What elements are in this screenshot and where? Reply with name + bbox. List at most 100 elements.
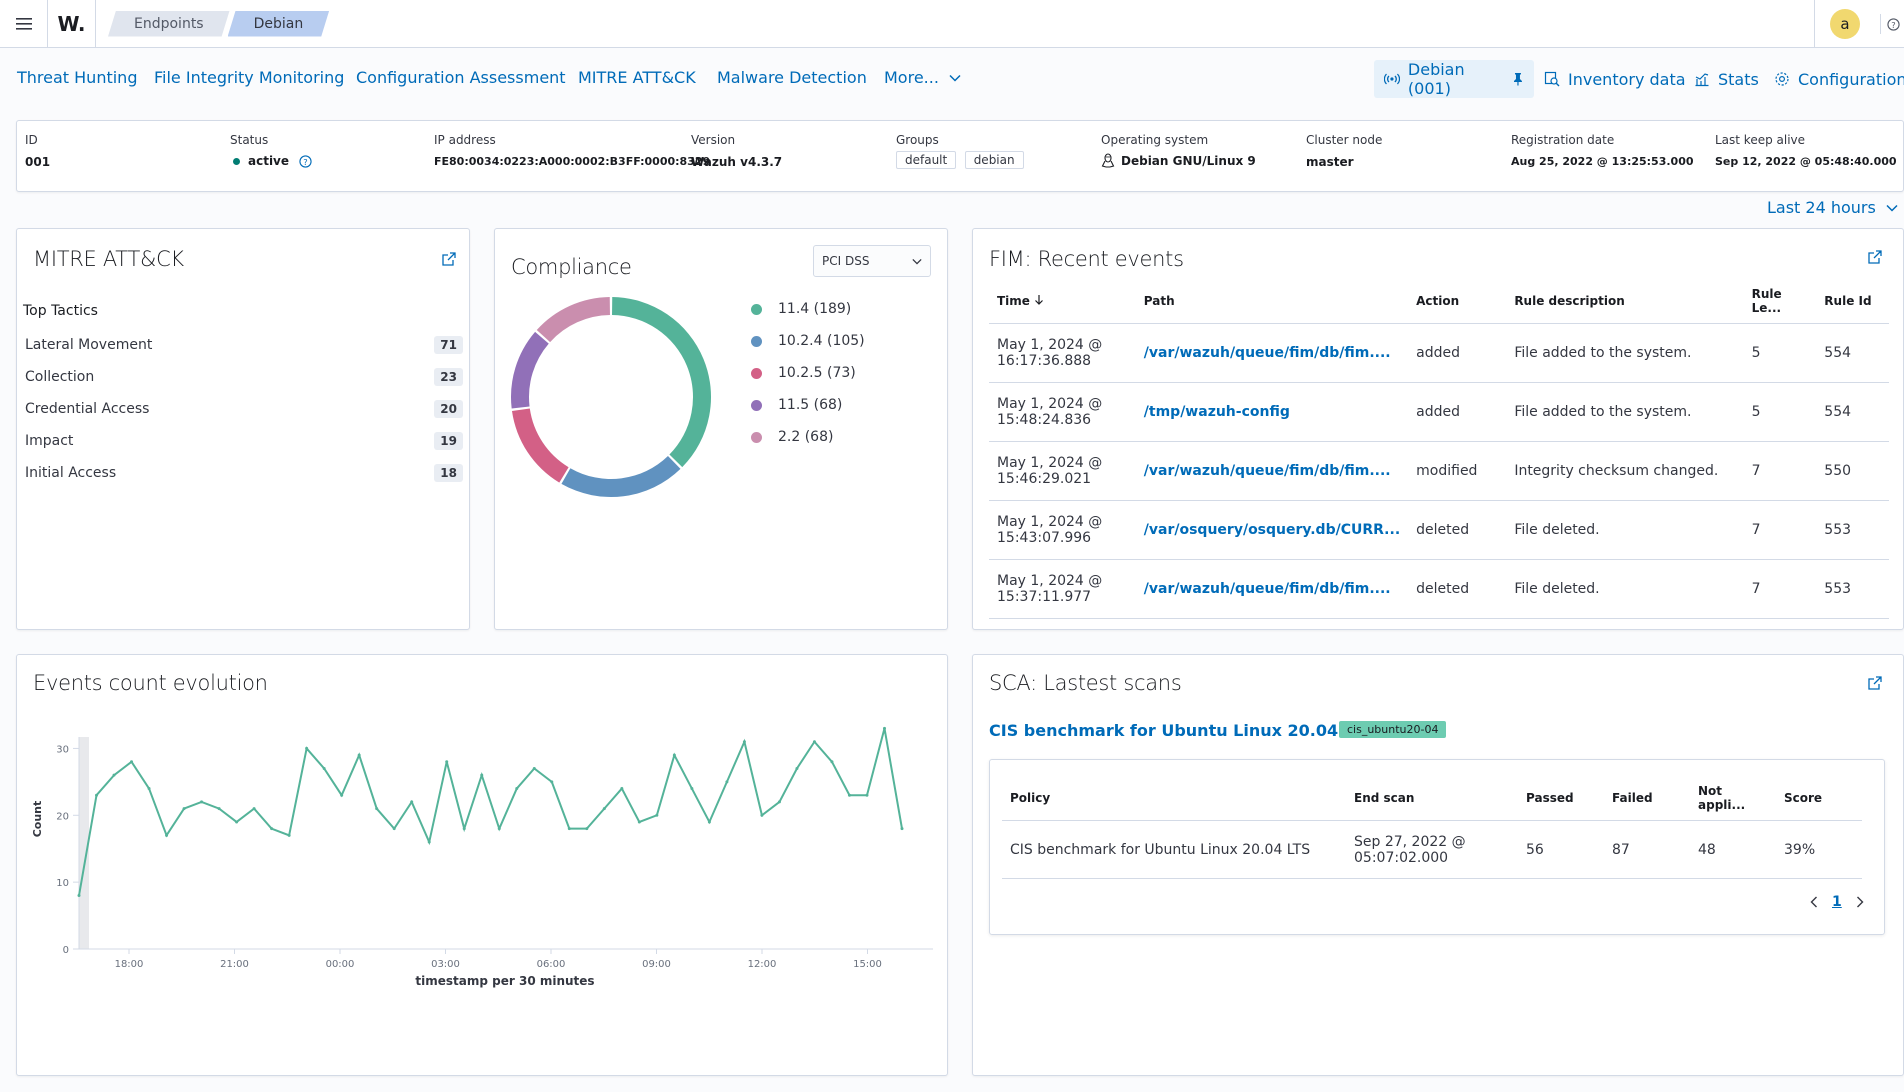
chevron-left-icon[interactable] <box>1810 896 1818 908</box>
donut-slice-1[interactable] <box>561 455 681 497</box>
data-point[interactable] <box>480 773 484 777</box>
data-point[interactable] <box>410 800 414 804</box>
data-point[interactable] <box>392 827 396 831</box>
breadcrumb-endpoints[interactable]: Endpoints <box>108 11 230 37</box>
tactic-row[interactable]: Impact 19 <box>25 425 463 457</box>
event-path-link[interactable]: /tmp/wazuh-config <box>1135 382 1409 442</box>
data-point[interactable] <box>795 766 799 770</box>
column-header-path[interactable]: Path <box>1135 279 1409 324</box>
page-number[interactable]: 1 <box>1832 894 1842 910</box>
column-header-time[interactable]: Time <box>989 279 1136 324</box>
data-point[interactable] <box>305 746 309 750</box>
data-point[interactable] <box>322 766 326 770</box>
data-point[interactable] <box>357 753 361 757</box>
column-header-failed[interactable]: Failed <box>1604 776 1690 821</box>
agent-pinned-tab[interactable]: Debian (001) <box>1374 60 1534 98</box>
group-badge[interactable]: default <box>896 151 957 169</box>
tactic-row[interactable]: Collection 23 <box>25 361 463 393</box>
data-point[interactable] <box>760 813 764 817</box>
data-point[interactable] <box>217 807 221 811</box>
configuration-tab[interactable]: Configuration <box>1774 60 1904 98</box>
external-link-icon[interactable] <box>441 251 457 267</box>
data-point[interactable] <box>445 760 449 764</box>
data-point[interactable] <box>165 833 169 837</box>
chevron-right-icon[interactable] <box>1856 896 1864 908</box>
data-point[interactable] <box>375 807 379 811</box>
pin-icon[interactable] <box>1512 72 1524 86</box>
data-point[interactable] <box>900 827 904 831</box>
donut-slice-3[interactable] <box>511 331 549 409</box>
data-point[interactable] <box>637 820 641 824</box>
data-point[interactable] <box>882 726 886 730</box>
column-header-rule-id[interactable]: Rule Id <box>1816 279 1889 324</box>
data-point[interactable] <box>112 773 116 777</box>
tactic-row[interactable]: Credential Access 20 <box>25 393 463 425</box>
tab-configuration-assessment[interactable]: Configuration Assessment <box>356 68 566 87</box>
data-point[interactable] <box>95 793 99 797</box>
data-point[interactable] <box>200 800 204 804</box>
event-path-link[interactable]: /var/wazuh/queue/fim/db/fim.... <box>1135 323 1409 383</box>
help-icon[interactable]: ? <box>299 154 312 168</box>
data-point[interactable] <box>655 813 659 817</box>
tab-threat-hunting[interactable]: Threat Hunting <box>17 68 138 87</box>
legend-item[interactable]: 2.2 (68) <box>751 429 833 445</box>
column-header-rule-level[interactable]: Rule Le... <box>1743 279 1817 324</box>
legend-item[interactable]: 10.2.5 (73) <box>751 365 856 381</box>
data-point[interactable] <box>847 793 851 797</box>
data-point[interactable] <box>252 807 256 811</box>
data-point[interactable] <box>147 787 151 791</box>
data-point[interactable] <box>497 827 501 831</box>
avatar[interactable]: a <box>1830 9 1860 39</box>
inventory-data-tab[interactable]: Inventory data <box>1544 60 1686 98</box>
compliance-select[interactable]: PCI DSS <box>813 245 931 277</box>
column-header-end-scan[interactable]: End scan <box>1346 776 1518 821</box>
table-row[interactable]: CIS benchmark for Ubuntu Linux 20.04 LTS… <box>1002 820 1862 879</box>
data-point[interactable] <box>182 807 186 811</box>
breadcrumb-debian[interactable]: Debian <box>228 11 330 37</box>
data-point[interactable] <box>567 827 571 831</box>
tactic-row[interactable]: Lateral Movement 71 <box>25 329 463 361</box>
data-point[interactable] <box>515 787 519 791</box>
data-point[interactable] <box>550 780 554 784</box>
tab-malware-detection[interactable]: Malware Detection <box>717 68 867 87</box>
column-header-policy[interactable]: Policy <box>1002 776 1346 821</box>
column-header-action[interactable]: Action <box>1408 279 1507 324</box>
data-point[interactable] <box>672 753 676 757</box>
tactic-row[interactable]: Initial Access 18 <box>25 457 463 489</box>
donut-slice-0[interactable] <box>612 297 711 468</box>
data-point[interactable] <box>725 780 729 784</box>
data-point[interactable] <box>812 740 816 744</box>
event-path-link[interactable]: /var/wazuh/queue/fim/db/fim.... <box>1135 559 1409 619</box>
legend-item[interactable]: 11.5 (68) <box>751 397 842 413</box>
donut-slice-2[interactable] <box>511 408 569 483</box>
legend-item[interactable]: 11.4 (189) <box>751 301 851 317</box>
data-point[interactable] <box>602 807 606 811</box>
group-badge[interactable]: debian <box>964 151 1024 169</box>
tab-mitre-attack[interactable]: MITRE ATT&CK <box>578 68 696 87</box>
legend-item[interactable]: 10.2.4 (105) <box>751 333 865 349</box>
column-header-passed[interactable]: Passed <box>1518 776 1604 821</box>
column-header-score[interactable]: Score <box>1776 776 1862 821</box>
stats-tab[interactable]: Stats <box>1694 60 1759 98</box>
event-path-link[interactable]: /var/wazuh/queue/fim/db/fim.... <box>1135 441 1409 501</box>
data-point[interactable] <box>130 760 134 764</box>
help-icon[interactable]: ? <box>1880 14 1900 34</box>
time-range-picker[interactable]: Last 24 hours <box>1767 198 1898 217</box>
data-point[interactable] <box>532 766 536 770</box>
data-point[interactable] <box>707 820 711 824</box>
tab-more[interactable]: More... <box>884 68 961 87</box>
data-point[interactable] <box>742 740 746 744</box>
data-point[interactable] <box>830 760 834 764</box>
data-point[interactable] <box>690 787 694 791</box>
data-point[interactable] <box>235 820 239 824</box>
menu-icon[interactable] <box>0 0 48 48</box>
event-path-link[interactable]: /var/osquery/osquery.db/CURR... <box>1135 500 1409 560</box>
data-point[interactable] <box>585 827 589 831</box>
sca-benchmark-link[interactable]: CIS benchmark for Ubuntu Linux 20.04 LTS <box>989 721 1374 740</box>
wazuh-logo[interactable]: W. <box>48 0 96 48</box>
column-header-rule-description[interactable]: Rule description <box>1506 279 1744 324</box>
data-point[interactable] <box>620 787 624 791</box>
tab-file-integrity-monitoring[interactable]: File Integrity Monitoring <box>154 68 345 87</box>
column-header-not-applicable[interactable]: Not appli... <box>1690 776 1776 821</box>
data-point[interactable] <box>77 894 81 898</box>
